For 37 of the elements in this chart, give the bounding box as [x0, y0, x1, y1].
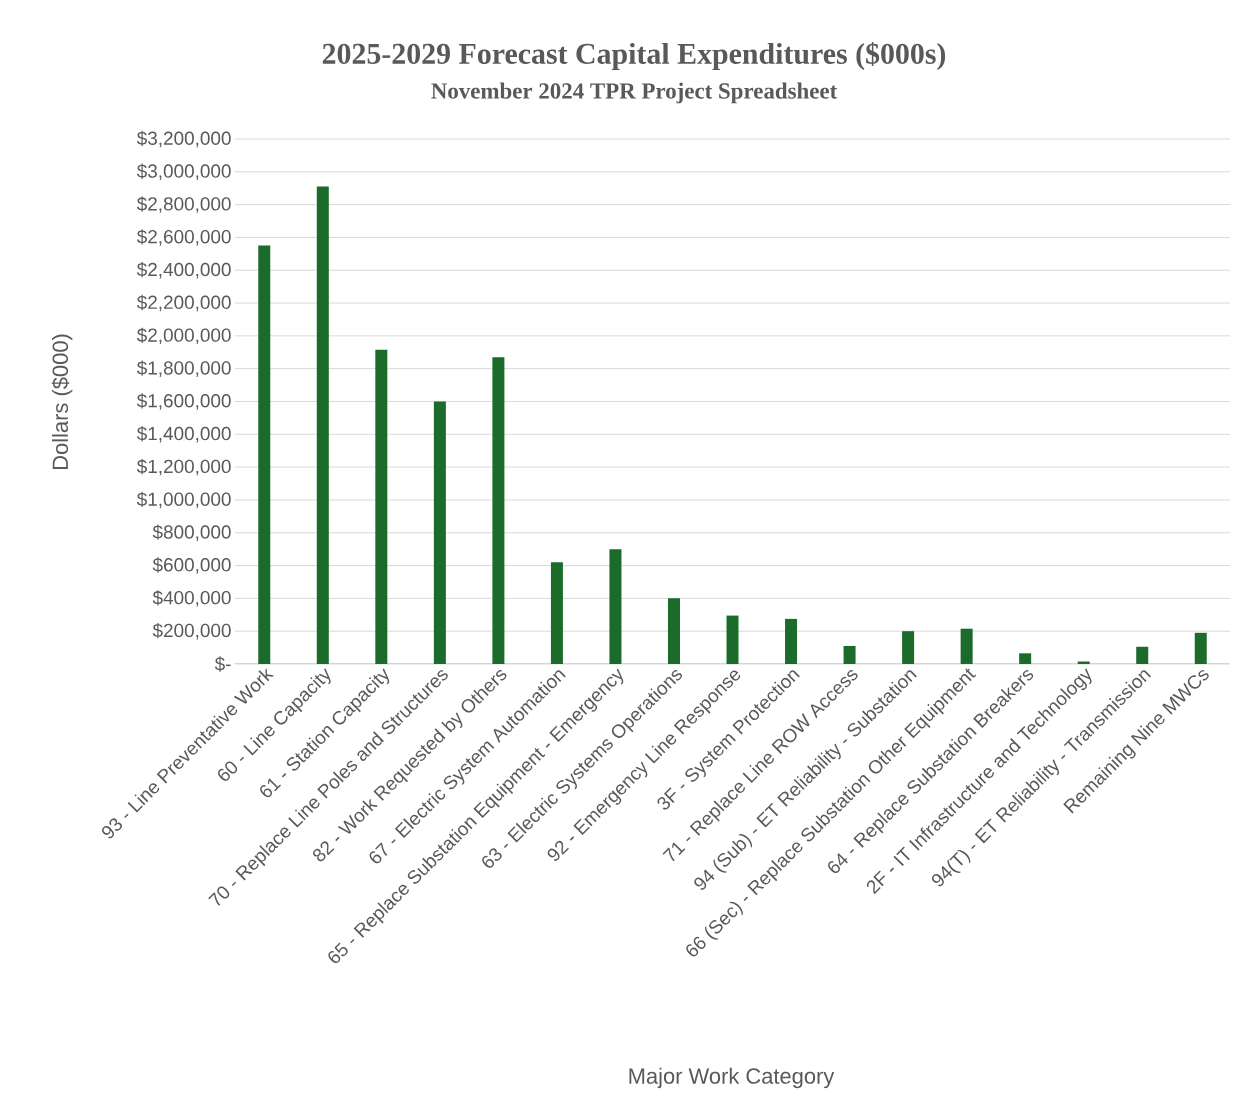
- y-tick-label: $1,600,000: [136, 393, 231, 410]
- y-tick-label: $1,000,000: [136, 491, 231, 509]
- bar: [492, 357, 505, 664]
- bar: [550, 562, 563, 664]
- chart-title: 2025-2029 Forecast Capital Expenditures ($000s): [322, 41, 946, 70]
- y-tick-label: $2,200,000: [136, 294, 231, 312]
- x-axis-title: Major Work Category: [629, 1067, 835, 1089]
- bar: [785, 618, 798, 664]
- y-tick-label: $2,600,000: [136, 229, 231, 246]
- y-tick-label: $-: [214, 656, 231, 672]
- bar: [1019, 653, 1032, 664]
- bar: [960, 628, 973, 664]
- y-tick-label: $3,000,000: [136, 163, 231, 181]
- y-axis-title: Dollars ($000): [51, 334, 73, 470]
- y-tick-label: $2,800,000: [136, 196, 231, 213]
- y-tick-label: $3,200,000: [136, 130, 231, 148]
- y-tick-label: $1,400,000: [136, 426, 231, 443]
- bar: [843, 645, 856, 664]
- bar: [726, 615, 739, 664]
- y-tick-label: $800,000: [152, 524, 231, 541]
- y-tick-label: $200,000: [152, 622, 231, 640]
- bar: [375, 349, 388, 664]
- y-tick-label: $2,400,000: [136, 262, 231, 279]
- y-tick-label: $1,200,000: [136, 458, 231, 476]
- bar: [1194, 632, 1207, 664]
- bar: [609, 549, 622, 664]
- y-tick-label: $1,800,000: [136, 360, 231, 377]
- bar: [1136, 646, 1149, 664]
- y-tick-label: $400,000: [152, 590, 231, 607]
- bar: [433, 401, 446, 664]
- chart-subtitle: November 2024 TPR Project Spreadsheet: [431, 82, 838, 104]
- y-tick-label: $600,000: [152, 557, 231, 574]
- y-tick-label: $2,000,000: [136, 327, 231, 345]
- bar: [667, 598, 680, 664]
- bar: [902, 631, 915, 664]
- bar: [316, 186, 329, 664]
- bar: [258, 245, 271, 664]
